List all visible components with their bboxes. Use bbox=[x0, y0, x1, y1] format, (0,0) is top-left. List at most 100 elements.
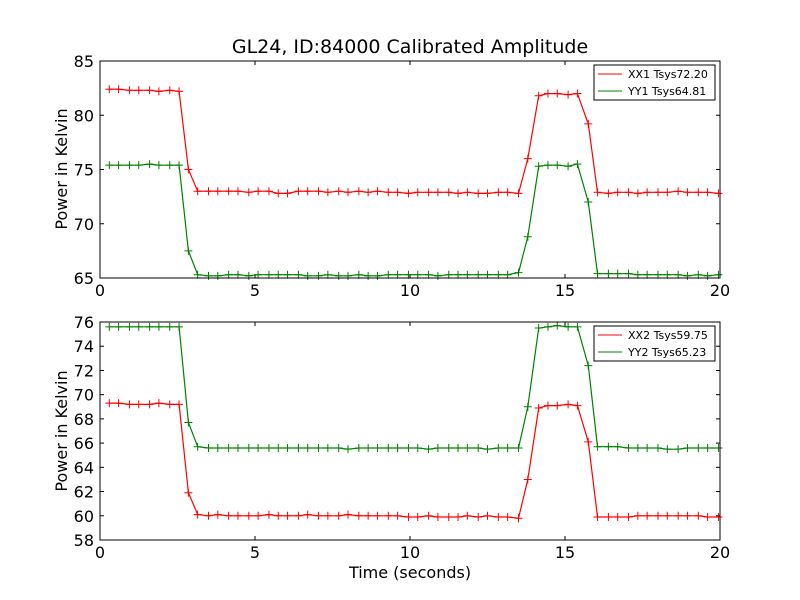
data-point bbox=[354, 511, 363, 520]
data-point bbox=[523, 402, 532, 411]
data-point bbox=[384, 270, 393, 279]
data-point bbox=[663, 511, 672, 520]
data-point bbox=[224, 511, 233, 520]
data-point bbox=[654, 270, 662, 279]
data-point bbox=[444, 270, 453, 279]
data-point bbox=[384, 511, 393, 520]
data-point bbox=[114, 85, 123, 94]
data-point bbox=[633, 189, 642, 198]
data-point bbox=[334, 443, 343, 452]
data-point bbox=[463, 270, 472, 279]
legend-entry-xx1: XX1 Tsys72.20 bbox=[628, 68, 708, 81]
data-point bbox=[283, 443, 292, 452]
y-tick-label: 70 bbox=[74, 386, 94, 405]
data-point bbox=[294, 270, 303, 279]
data-point bbox=[674, 187, 683, 196]
data-point bbox=[584, 198, 593, 207]
y-tick-label: 58 bbox=[74, 531, 94, 550]
data-point bbox=[254, 187, 263, 196]
data-point bbox=[474, 270, 483, 279]
data-point bbox=[274, 189, 283, 198]
data-point bbox=[384, 188, 393, 197]
data-point bbox=[184, 488, 193, 497]
data-point bbox=[433, 512, 442, 521]
data-point bbox=[344, 510, 352, 519]
data-point bbox=[564, 400, 573, 409]
data-point bbox=[193, 510, 202, 519]
y-tick-label: 72 bbox=[74, 361, 94, 380]
y-tick-label: 74 bbox=[74, 337, 94, 356]
data-point bbox=[553, 89, 562, 98]
data-point bbox=[193, 270, 202, 279]
data-point bbox=[105, 161, 114, 170]
data-point bbox=[643, 443, 652, 452]
bottom-chart-marks: 0 5 10 15 20 58 60 62 64 66 68 70 72 74 76 bbox=[74, 313, 731, 562]
data-point bbox=[714, 189, 723, 198]
y-tick-label: 76 bbox=[74, 313, 94, 332]
data-point bbox=[233, 443, 242, 452]
data-point bbox=[633, 443, 642, 452]
data-point bbox=[244, 443, 253, 452]
y-tick-label: 60 bbox=[74, 507, 94, 526]
data-point bbox=[154, 399, 163, 408]
data-point bbox=[105, 85, 114, 94]
data-point bbox=[694, 511, 703, 520]
data-point bbox=[165, 322, 174, 331]
data-point bbox=[463, 443, 472, 452]
data-point bbox=[643, 188, 652, 197]
data-point bbox=[193, 187, 202, 196]
data-point bbox=[654, 188, 662, 197]
data-point bbox=[593, 269, 602, 278]
data-point bbox=[663, 188, 672, 197]
data-point bbox=[165, 400, 174, 409]
x-tick-label: 0 bbox=[95, 543, 105, 562]
data-point bbox=[145, 400, 154, 409]
legend-entry-yy1: YY1 Tsys64.81 bbox=[627, 85, 706, 98]
data-point bbox=[553, 321, 562, 330]
data-point bbox=[175, 400, 184, 409]
data-point bbox=[184, 165, 193, 174]
data-point bbox=[433, 188, 442, 197]
data-point bbox=[274, 443, 283, 452]
data-point bbox=[613, 512, 622, 521]
data-point bbox=[145, 86, 154, 95]
data-point bbox=[404, 189, 413, 198]
data-point bbox=[593, 188, 602, 197]
data-point bbox=[523, 475, 532, 484]
data-point bbox=[494, 512, 503, 521]
legend: XX2 Tsys59.75 YY2 Tsys65.23 bbox=[593, 325, 716, 362]
data-point bbox=[503, 270, 512, 279]
data-point bbox=[373, 443, 382, 452]
data-point bbox=[294, 511, 303, 520]
data-point bbox=[125, 86, 134, 95]
data-point bbox=[573, 322, 582, 331]
data-point bbox=[613, 442, 622, 451]
data-point bbox=[404, 270, 413, 279]
data-point bbox=[534, 403, 543, 412]
data-point bbox=[254, 443, 263, 452]
data-point bbox=[683, 443, 692, 452]
data-point bbox=[254, 270, 263, 279]
data-point bbox=[224, 187, 233, 196]
data-point bbox=[213, 443, 222, 452]
data-point bbox=[553, 401, 562, 410]
data-point bbox=[413, 512, 422, 521]
top-chart-marks: 0 5 10 15 20 65 70 75 80 85 bbox=[74, 52, 731, 300]
data-point bbox=[134, 161, 143, 170]
data-point bbox=[154, 322, 163, 331]
y-tick-label: 70 bbox=[74, 215, 94, 234]
x-axis-label: Time (seconds) bbox=[348, 563, 471, 582]
plot-frame bbox=[99, 321, 721, 541]
data-point bbox=[303, 187, 312, 196]
data-point bbox=[404, 443, 413, 452]
data-point bbox=[703, 443, 712, 452]
data-point bbox=[654, 443, 662, 452]
data-point bbox=[274, 511, 283, 520]
data-point bbox=[503, 512, 512, 521]
data-point bbox=[514, 443, 523, 452]
data-point bbox=[494, 270, 503, 279]
data-point bbox=[643, 270, 652, 279]
data-point bbox=[584, 119, 593, 128]
data-point bbox=[244, 188, 253, 197]
data-point bbox=[424, 270, 433, 279]
